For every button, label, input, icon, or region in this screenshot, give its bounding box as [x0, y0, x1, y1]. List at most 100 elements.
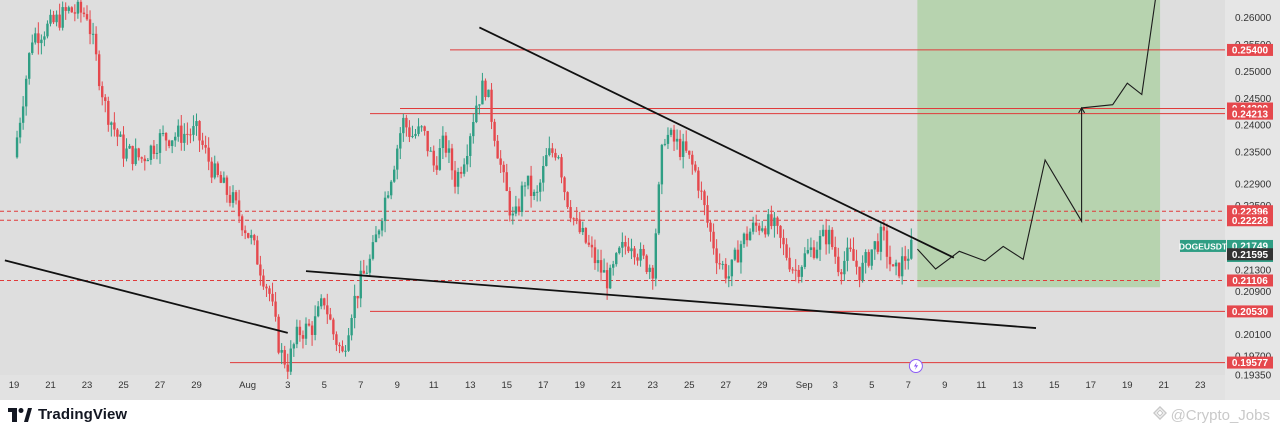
candle-body	[453, 170, 457, 187]
candle-body	[843, 260, 846, 275]
candle-body	[557, 157, 560, 159]
tradingview-logo[interactable]: TradingView	[8, 406, 127, 423]
candle-body	[377, 230, 381, 235]
candle-body	[624, 242, 627, 247]
candle-body	[393, 169, 396, 182]
candle-body	[113, 122, 116, 130]
price-tick-label: 0.22900	[1235, 180, 1272, 191]
candle-body	[466, 155, 469, 165]
candle-body	[383, 197, 387, 222]
candle-body	[15, 137, 19, 158]
time-tick-label: 13	[465, 380, 476, 391]
candle-body	[824, 229, 828, 245]
time-tick-label: 25	[118, 380, 129, 391]
time-axis-background	[0, 375, 1225, 400]
price-tick-label: 0.20100	[1235, 330, 1272, 341]
candle-body	[97, 54, 101, 87]
candle-body	[158, 133, 162, 153]
candle-body	[770, 214, 773, 227]
candle-body	[888, 256, 892, 265]
price-label-0.21106: 0.21106	[1227, 274, 1273, 287]
candle-body	[283, 350, 286, 365]
candle-body	[602, 270, 606, 273]
candle-body	[855, 260, 858, 267]
candle-body	[703, 191, 706, 206]
lightning-marker-icon	[908, 359, 923, 373]
candle-body	[459, 171, 463, 174]
candle-body	[575, 218, 578, 220]
diamond-icon	[1152, 405, 1167, 424]
candle-body	[639, 248, 642, 261]
candle-body	[791, 269, 794, 271]
candle-body	[277, 316, 280, 353]
candle-body	[231, 192, 235, 203]
candle-body	[152, 145, 156, 154]
candle-body	[420, 126, 423, 128]
price-label-text: 0.24213	[1232, 109, 1269, 120]
time-tick-label: 13	[1012, 380, 1023, 391]
candle-body	[207, 147, 210, 162]
candle-body	[858, 266, 861, 281]
lightning-marker-bolt	[913, 362, 919, 370]
candle-body	[104, 97, 107, 101]
candle-body	[216, 163, 219, 175]
price-label-0.22396: 0.22396	[1227, 205, 1273, 218]
candle-body	[776, 217, 779, 226]
time-tick-label: 3	[285, 380, 290, 391]
candle-body	[423, 126, 426, 131]
candle-body	[462, 164, 466, 174]
price-tick-label: 0.25000	[1235, 67, 1272, 78]
projection-arrow-head	[1078, 106, 1086, 114]
candle-body	[164, 133, 168, 141]
time-tick-label: 21	[611, 380, 622, 391]
trend-line-0	[478, 26, 955, 259]
candle-body	[654, 233, 657, 279]
time-tick-label: 19	[9, 380, 20, 391]
candle-body	[189, 134, 192, 136]
candle-body	[347, 335, 350, 351]
candle-body	[569, 207, 572, 219]
candle-body	[742, 233, 746, 245]
candle-body	[587, 242, 591, 245]
candle-body	[551, 148, 554, 153]
candle-body	[837, 256, 840, 273]
candle-body	[429, 150, 432, 152]
candle-body	[444, 135, 448, 153]
candle-body	[371, 242, 375, 259]
chart[interactable]: 0.260000.255000.250000.245000.240000.235…	[0, 0, 1280, 400]
candle-body	[472, 122, 475, 137]
price-label-text: 0.25400	[1232, 46, 1269, 57]
price-chart-svg[interactable]: 0.260000.255000.250000.245000.240000.235…	[0, 0, 1280, 400]
candle-body	[605, 270, 609, 289]
candle-body	[502, 164, 505, 173]
candle-body	[864, 252, 867, 263]
candle-body	[426, 130, 429, 152]
candle-body	[441, 135, 445, 149]
time-tick-label: 23	[647, 380, 658, 391]
price-tick-label: 0.24500	[1235, 94, 1272, 105]
price-label-text: 0.21106	[1232, 276, 1268, 287]
candle-body	[143, 158, 146, 162]
time-tick-label: 15	[501, 380, 512, 391]
candle-body	[648, 267, 651, 272]
candle-body	[91, 33, 95, 35]
price-label-text: 0.22228	[1232, 216, 1269, 227]
tradingview-brand: TradingView	[38, 406, 128, 423]
candle-body	[101, 86, 104, 98]
candle-body	[344, 350, 347, 352]
candle-body	[685, 141, 688, 151]
candle-body	[657, 184, 661, 234]
candle-body	[487, 89, 490, 98]
candle-body	[827, 229, 831, 245]
candle-body	[195, 121, 198, 127]
candle-body	[529, 175, 533, 196]
trend-line-2	[4, 259, 288, 334]
candle-body	[450, 148, 454, 171]
time-tick-label: 15	[1049, 380, 1060, 391]
candle-body	[192, 126, 195, 135]
candle-body	[37, 33, 40, 44]
candle-body	[563, 177, 566, 193]
price-tick-label: 0.26000	[1235, 13, 1272, 24]
projection-path	[916, 0, 1156, 270]
candle-body	[831, 229, 834, 248]
